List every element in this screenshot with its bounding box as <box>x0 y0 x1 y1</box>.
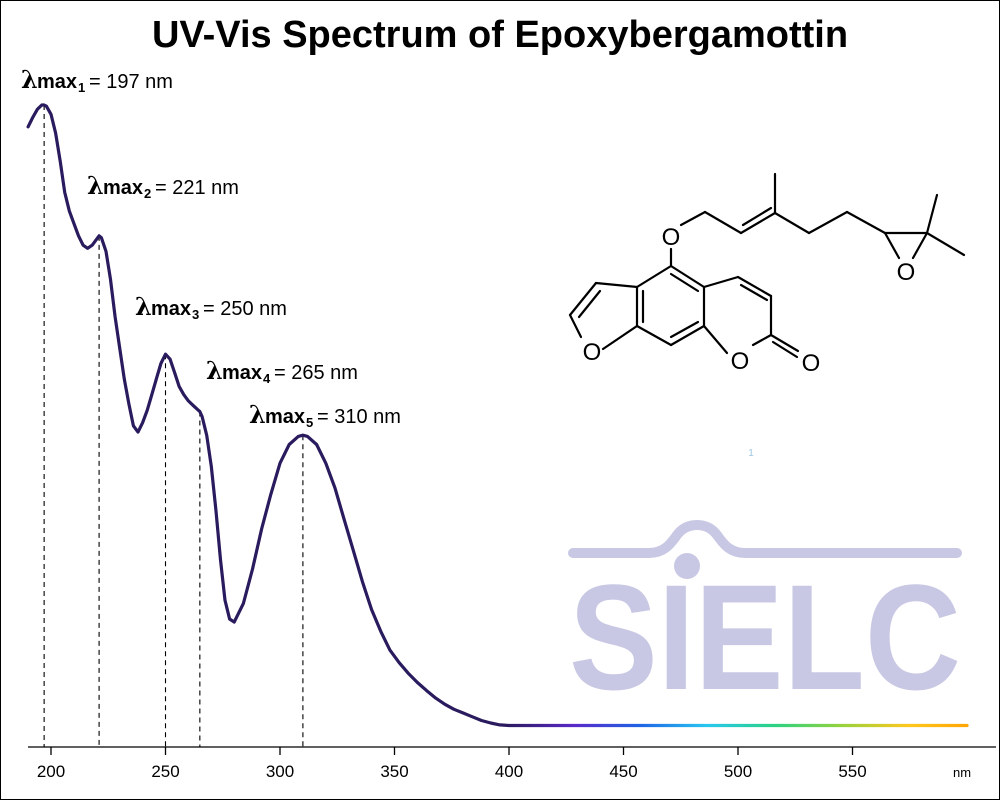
peak-label-index: 2 <box>144 186 151 201</box>
molecule-atoms: O O O O O <box>583 224 916 377</box>
peak-label-value: = 221 nm <box>155 177 239 199</box>
oxygen-atom-lactone-ring: O <box>731 348 750 375</box>
x-tick-label-400: 400 <box>495 762 523 781</box>
lambda-symbol: λ <box>135 292 152 321</box>
x-tick-label-550: 550 <box>838 762 866 781</box>
x-axis-unit: nm <box>953 765 971 780</box>
peak-annotation-group: λ max 1 = 197 nmλ max 2 = 221 nmλ max 3 = 250 nmλ… <box>21 65 401 430</box>
oxygen-atom-carbonyl: O <box>802 350 821 377</box>
peak-label-index: 5 <box>306 415 313 430</box>
peak-label: max <box>222 362 262 384</box>
x-tick-label-450: 450 <box>609 762 637 781</box>
chart-title: UV-Vis Spectrum of Epoxybergamottin <box>152 14 848 56</box>
oxygen-atom-furan: O <box>583 339 602 366</box>
peak-label: max <box>151 298 191 320</box>
x-tick-label-200: 200 <box>37 762 65 781</box>
peak-label: max <box>37 71 77 93</box>
peak-annotation-4: λ max 4 = 265 nm <box>206 356 358 386</box>
x-tick-label-500: 500 <box>724 762 752 781</box>
peak-annotation-5: λ max 5 = 310 nm <box>249 400 401 430</box>
spectrum-curve <box>26 103 969 728</box>
peak-label-value: = 310 nm <box>317 406 401 428</box>
sielc-watermark: SIELC <box>568 519 962 721</box>
lambda-symbol: λ <box>249 400 266 429</box>
peak-label-value: = 250 nm <box>203 298 287 320</box>
peak-annotation-3: λ max 3 = 250 nm <box>135 292 287 322</box>
x-tick-label-250: 250 <box>151 762 179 781</box>
lambda-symbol: λ <box>206 356 223 385</box>
peak-label: max <box>265 406 305 428</box>
peak-label: max <box>103 177 143 199</box>
peak-label-index: 1 <box>78 80 85 95</box>
watermark-wave <box>568 519 962 558</box>
lambda-symbol: λ <box>21 65 38 94</box>
peak-annotation-2: λ max 2 = 221 nm <box>87 171 239 201</box>
epoxybergamottin-structure <box>568 172 966 359</box>
spectrum-curve-group <box>26 103 969 728</box>
x-axis-ticks: 200 250 300 350 400 450 500 550 <box>37 747 867 781</box>
peak-label-value: = 265 nm <box>274 362 358 384</box>
x-tick-label-350: 350 <box>380 762 408 781</box>
peak-label-index: 4 <box>263 371 271 386</box>
lambda-symbol: λ <box>87 171 104 200</box>
footnote-mark: 1 <box>748 448 754 459</box>
oxygen-atom-ether: O <box>662 224 681 251</box>
oxygen-atom-epoxide: O <box>897 259 916 286</box>
watermark-dot <box>674 553 700 579</box>
watermark-text: SIELC <box>569 553 961 721</box>
peak-dropline-group <box>43 105 304 747</box>
peak-label-value: = 197 nm <box>89 71 173 93</box>
peak-annotation-1: λ max 1 = 197 nm <box>21 65 173 95</box>
x-axis: 200 250 300 350 400 450 500 550 nm <box>28 746 996 781</box>
x-tick-label-300: 300 <box>266 762 294 781</box>
peak-label-index: 3 <box>192 307 199 322</box>
